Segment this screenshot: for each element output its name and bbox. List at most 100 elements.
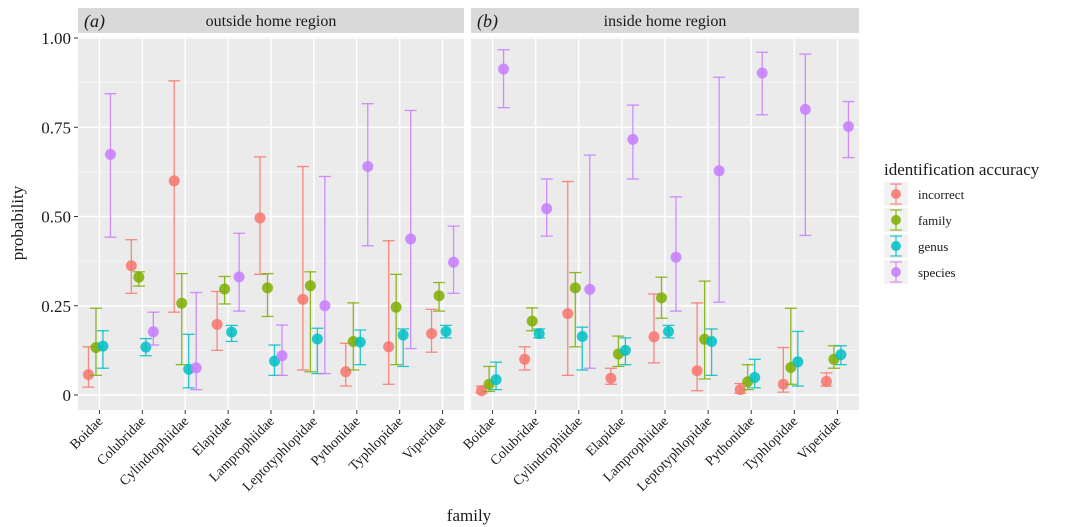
data-point	[97, 340, 109, 352]
data-point	[799, 103, 811, 115]
data-point	[190, 362, 202, 374]
data-point	[311, 333, 323, 345]
data-point	[706, 335, 718, 347]
data-point	[663, 325, 674, 337]
data-point	[276, 350, 288, 362]
legend-title: identification accuracy	[884, 160, 1040, 179]
legend-key-point	[891, 215, 901, 225]
series-family	[89, 271, 446, 377]
data-point	[262, 282, 273, 294]
x-tick-label: Boidae	[461, 414, 500, 453]
data-point	[176, 297, 188, 309]
facet-strip	[471, 8, 859, 33]
data-point	[433, 290, 445, 302]
x-tick-label: Leptotyphlopidae	[634, 414, 714, 494]
data-point	[440, 325, 452, 337]
legend-item-family: family	[884, 208, 952, 232]
data-point	[569, 282, 581, 294]
facet-tag: (a)	[84, 11, 105, 32]
legend-item-species: species	[884, 260, 956, 284]
data-point	[254, 212, 266, 224]
x-axis-label: family	[447, 506, 492, 525]
data-point	[605, 372, 617, 384]
data-point	[777, 378, 789, 390]
data-point	[526, 315, 538, 327]
data-point	[541, 203, 553, 215]
data-point	[340, 366, 352, 378]
y-tick-label: 0.25	[41, 297, 71, 316]
series-genus	[490, 324, 847, 391]
legend-label: family	[918, 213, 952, 228]
data-point	[125, 260, 137, 272]
data-point	[390, 301, 402, 313]
data-point	[734, 384, 746, 396]
legend-key-point	[891, 267, 901, 277]
data-point	[211, 318, 223, 330]
panels-layer: (a) outside home region (b) inside home reg…	[78, 8, 859, 410]
data-point	[498, 63, 510, 75]
data-point	[383, 341, 395, 353]
data-point	[842, 121, 854, 133]
data-point	[562, 308, 574, 320]
data-point	[319, 300, 331, 312]
data-point	[147, 326, 159, 338]
data-point	[792, 356, 804, 368]
data-point	[476, 385, 488, 397]
facet-tag: (b)	[477, 11, 498, 32]
y-tick-label: 0	[63, 386, 72, 405]
data-point	[362, 161, 374, 173]
data-point	[426, 328, 438, 340]
series-species	[104, 93, 460, 391]
legend-item-incorrect: incorrect	[884, 182, 965, 206]
y-axis: 0 0.25 0.50 0.75 1.00	[41, 29, 78, 405]
legend-key-point	[891, 241, 901, 251]
x-tick-label: Boidae	[68, 414, 107, 453]
data-point	[168, 175, 180, 187]
data-point	[670, 251, 682, 263]
data-point	[756, 67, 768, 79]
series-incorrect	[82, 80, 438, 388]
data-point	[304, 280, 316, 292]
legend-key-point	[891, 189, 901, 199]
data-point	[297, 293, 309, 305]
facet-title: inside home region	[604, 13, 727, 30]
y-tick-label: 0.75	[41, 118, 71, 137]
data-point	[405, 233, 417, 245]
data-point	[448, 256, 460, 268]
data-point	[219, 283, 231, 295]
data-point	[233, 271, 245, 283]
data-point	[82, 369, 94, 381]
data-point	[519, 353, 531, 365]
data-point	[576, 330, 588, 342]
legend-label: incorrect	[918, 187, 965, 202]
data-point	[656, 292, 667, 304]
x-tick-label: Viperidae	[400, 414, 449, 463]
data-point	[140, 341, 152, 353]
legend: identification accuracy incorrect family g…	[884, 160, 1040, 284]
panel-b: (b) inside home region	[471, 8, 859, 410]
data-point	[835, 349, 847, 361]
facet-title: outside home region	[206, 13, 337, 30]
series-genus	[96, 324, 453, 389]
data-point	[226, 326, 238, 338]
data-point	[354, 336, 366, 348]
data-point	[627, 133, 639, 145]
legend-item-genus: genus	[884, 234, 948, 258]
legend-label: genus	[918, 239, 948, 254]
data-point	[490, 374, 502, 386]
data-point	[133, 271, 145, 283]
x-tick-label: Viperidae	[795, 414, 844, 463]
data-point	[397, 329, 409, 341]
data-point	[749, 372, 761, 384]
data-point	[619, 344, 631, 356]
y-tick-label: 1.00	[41, 29, 71, 48]
y-axis-label: probability	[8, 185, 27, 260]
data-point	[820, 375, 832, 387]
facet-strip	[78, 8, 464, 33]
y-tick-label: 0.50	[41, 208, 71, 227]
legend-label: species	[918, 265, 956, 280]
x-tick-label: Leptotyphlopidae	[240, 414, 320, 494]
panel-a: (a) outside home region	[78, 8, 464, 410]
data-point	[648, 331, 660, 343]
